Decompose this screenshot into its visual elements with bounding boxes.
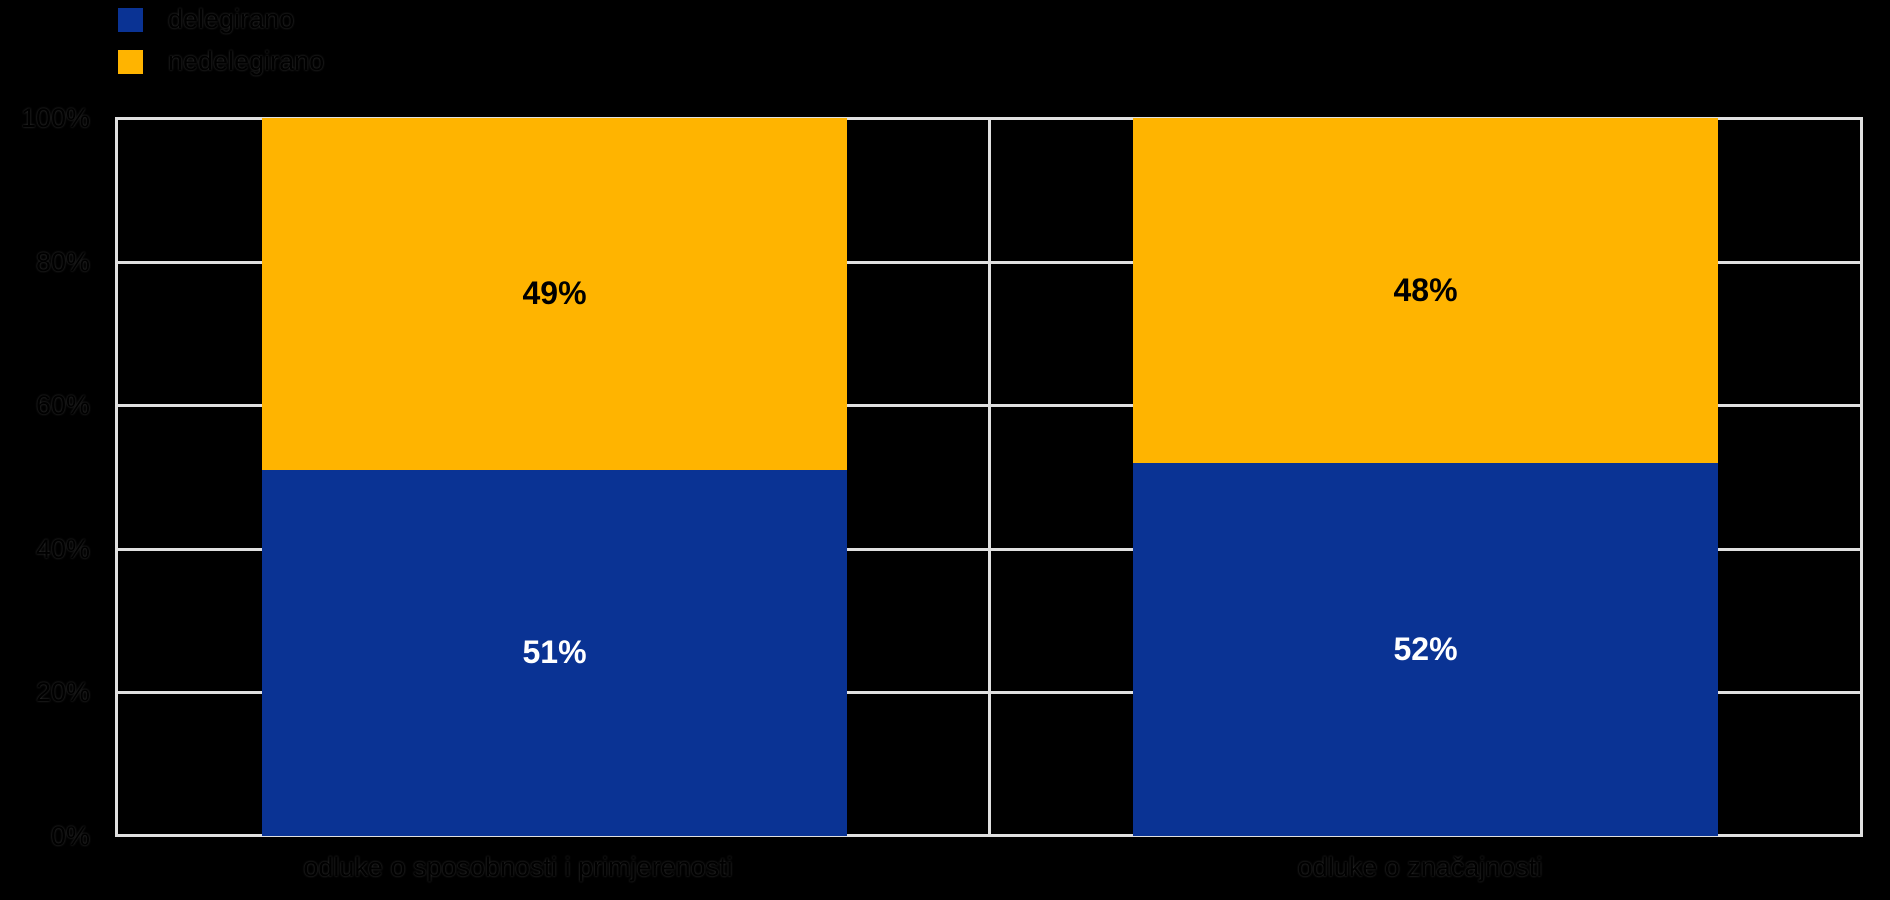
y-tick-40: 40% xyxy=(35,534,90,564)
bar-segment-delegirano: 52% xyxy=(1133,462,1718,836)
axis-left xyxy=(115,118,118,836)
x-category-label: odluke o značajnosti xyxy=(1297,852,1543,882)
y-tick-0: 0% xyxy=(50,821,90,851)
legend: delegirano nedelegirano xyxy=(118,4,325,91)
legend-swatch-blue xyxy=(118,7,143,32)
bar-segment-nedelegirano: 48% xyxy=(1133,118,1718,463)
y-tick-80: 80% xyxy=(35,247,90,277)
x-category-label: odluke o sposobnosti i primjerenosti xyxy=(303,852,733,882)
y-tick-100: 100% xyxy=(20,103,90,133)
bar-segment-nedelegirano: 49% xyxy=(262,118,847,470)
y-tick-20: 20% xyxy=(35,677,90,707)
data-label: 52% xyxy=(1393,630,1458,667)
legend-label: delegirano xyxy=(168,4,295,34)
plot-area: 49% 51% 48% 52% xyxy=(115,117,1863,837)
data-label: 49% xyxy=(522,275,587,312)
legend-label: nedelegirano xyxy=(168,46,325,76)
legend-swatch-orange xyxy=(118,49,143,74)
bar-znacajnost: 48% 52% xyxy=(1133,118,1718,836)
legend-item-nedelegirano: nedelegirano xyxy=(118,46,325,76)
legend-item-delegirano: delegirano xyxy=(118,4,324,34)
data-label: 48% xyxy=(1393,271,1458,308)
gridline-mid xyxy=(988,118,991,836)
bar-segment-delegirano: 51% xyxy=(262,469,847,836)
bar-sposobnost-primjerenost: 49% 51% xyxy=(262,118,847,836)
data-label: 51% xyxy=(522,634,587,671)
y-tick-60: 60% xyxy=(35,390,90,420)
axis-right xyxy=(1860,118,1863,836)
